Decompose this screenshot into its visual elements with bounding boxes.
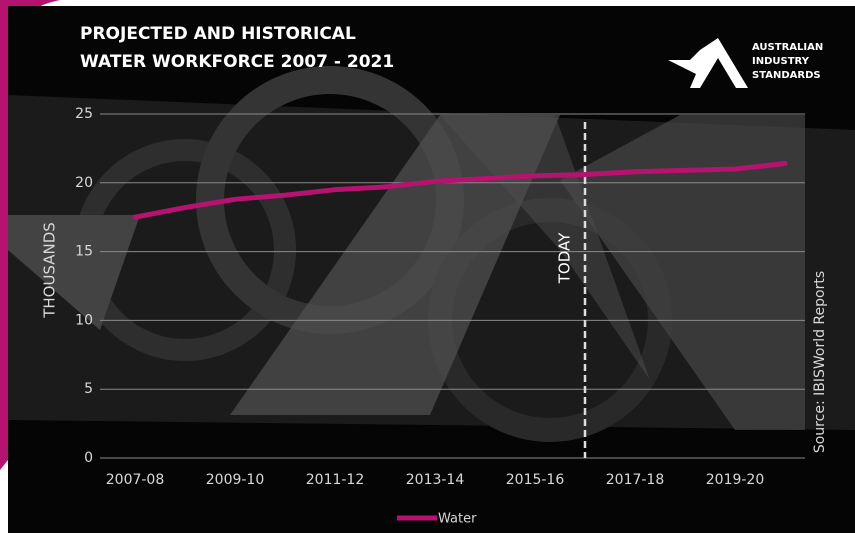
x-tick-label: 2017-18	[606, 472, 665, 488]
x-tick-label: 2019-20	[706, 472, 765, 488]
x-tick-label: 2007-08	[106, 472, 165, 488]
x-tick-label: 2013-14	[406, 472, 465, 488]
y-tick-label: 20	[75, 175, 93, 191]
chart-title: WATER WORKFORCE 2007 - 2021	[80, 52, 394, 72]
background-image	[8, 66, 855, 442]
legend-label: Water	[438, 512, 477, 527]
y-tick-label: 25	[75, 106, 93, 122]
source-note: Source: IBISWorld Reports	[812, 271, 828, 453]
chart-title: PROJECTED AND HISTORICAL	[80, 24, 356, 44]
y-tick-label: 5	[84, 381, 93, 397]
data-line	[132, 161, 788, 220]
y-tick-label: 0	[84, 450, 93, 466]
x-tick-label: 2009-10	[206, 472, 265, 488]
y-axis-label: THOUSANDS	[41, 222, 59, 319]
logo-text: STANDARDS	[752, 70, 821, 81]
x-tick-label: 2011-12	[306, 472, 365, 488]
y-tick-label: 15	[75, 244, 93, 260]
logo-text: AUSTRALIAN	[752, 42, 823, 53]
today-label: TODAY	[556, 232, 574, 284]
logo-mark	[668, 38, 748, 88]
logo-text: INDUSTRY	[752, 56, 810, 67]
x-tick-label: 2015-16	[506, 472, 565, 488]
y-tick-label: 10	[75, 312, 93, 328]
corner-accent	[0, 0, 60, 470]
